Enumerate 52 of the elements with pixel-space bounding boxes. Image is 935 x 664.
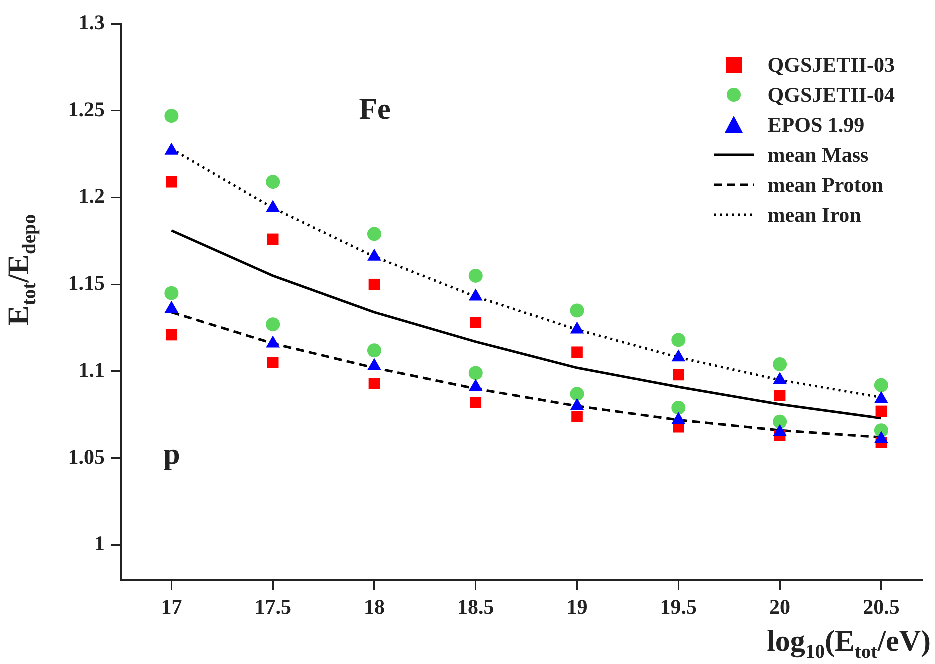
point: [367, 227, 382, 242]
point: [166, 329, 178, 341]
point: [773, 358, 788, 372]
y-tick-label: 1.3: [78, 10, 105, 34]
x-tick-label: 19.5: [660, 595, 698, 620]
point: [266, 318, 280, 332]
y-tick-label: 1.15: [68, 271, 105, 296]
point: [468, 366, 483, 380]
point: [572, 411, 583, 422]
x-tick-label: 20: [770, 595, 791, 620]
y-tick-label: 1.25: [68, 97, 105, 122]
point: [876, 406, 888, 418]
legend-label: mean Mass: [768, 142, 869, 169]
x-axis-title: log$_{10}$(E$_{tot}$/eV): [767, 625, 931, 664]
y-tick-label: 1: [94, 532, 105, 556]
annotation: p: [164, 438, 180, 471]
point: [164, 286, 179, 300]
point: [267, 234, 279, 246]
legend-label: EPOS 1.99: [768, 112, 865, 139]
y-tick-label: 1.05: [68, 444, 105, 469]
point: [672, 333, 686, 348]
point: [470, 397, 482, 408]
point: [570, 304, 584, 318]
legend-label: mean Proton: [768, 172, 884, 199]
y-tick-label: 1.1: [78, 358, 105, 382]
point: [774, 390, 786, 402]
point: [470, 317, 482, 329]
point: [267, 357, 279, 368]
x-tick-label: 18: [364, 595, 385, 620]
x-tick-label: 18.5: [458, 595, 494, 620]
x-tick-label: 20.5: [863, 595, 900, 620]
point: [166, 176, 178, 188]
point: [673, 369, 684, 381]
point: [468, 268, 483, 283]
point: [572, 346, 583, 358]
x-tick-label: 19: [566, 595, 588, 620]
x-tick-label: 17: [161, 595, 182, 620]
annotation: Fe: [359, 92, 391, 126]
point: [266, 175, 280, 190]
x-tick-label: 17.5: [254, 595, 292, 620]
y-tick-label: 1.2: [78, 184, 105, 208]
point: [874, 378, 888, 392]
point: [368, 278, 380, 290]
legend-label: mean Iron: [768, 202, 862, 229]
point: [368, 378, 380, 390]
point: [367, 344, 382, 358]
point: [672, 400, 686, 415]
point: [773, 414, 788, 429]
point: [164, 109, 179, 124]
point: [570, 387, 584, 402]
legend-label: QGSJETII-03: [768, 52, 895, 79]
legend-label: QGSJETII-04: [768, 82, 895, 109]
